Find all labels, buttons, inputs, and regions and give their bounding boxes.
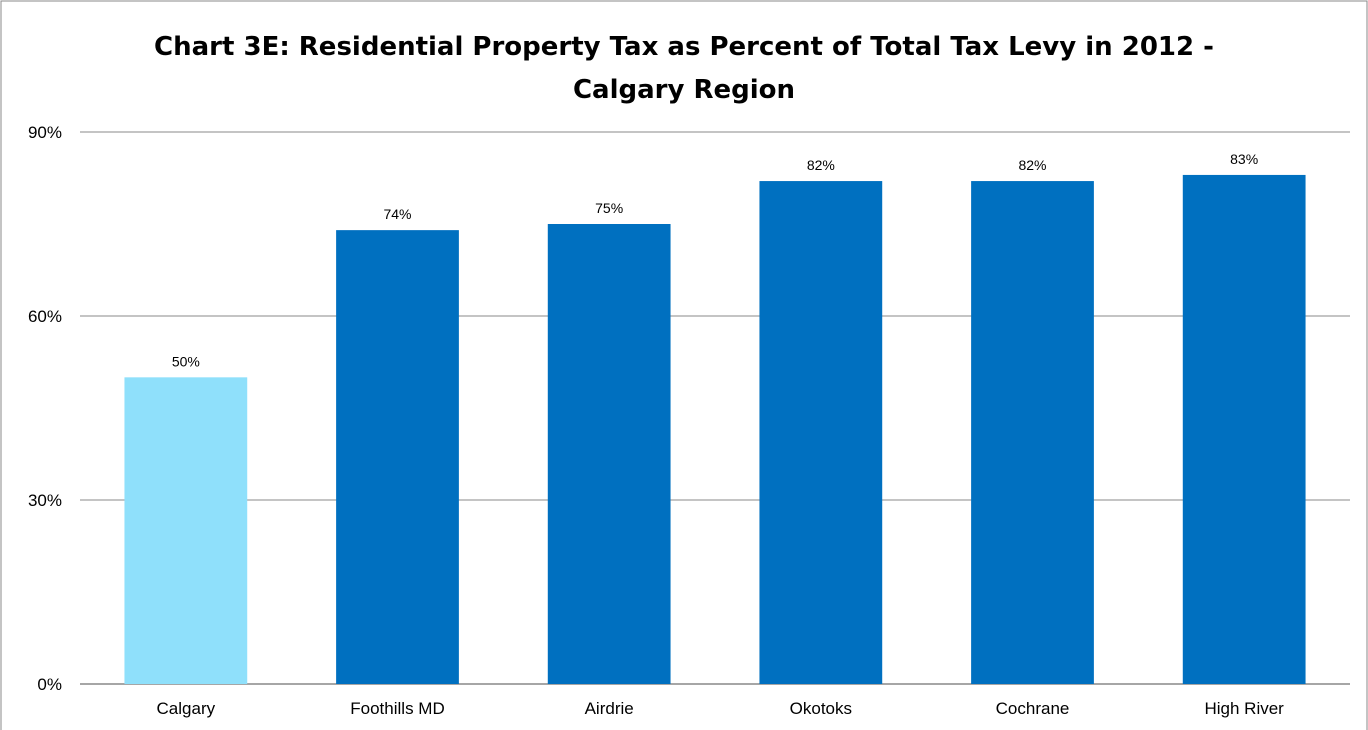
chart-title-line-1: Chart 3E: Residential Property Tax as Pe… bbox=[154, 32, 1214, 62]
y-tick-label-0: 0% bbox=[37, 675, 62, 694]
data-label-2: 75% bbox=[595, 200, 623, 216]
data-label-5: 83% bbox=[1230, 151, 1258, 167]
data-labels: 50% 74% 75% 82% 82% 83% bbox=[172, 151, 1258, 369]
data-label-0: 50% bbox=[172, 353, 200, 369]
y-axis: 0% 30% 60% 90% bbox=[28, 123, 1350, 694]
bar-4 bbox=[971, 181, 1094, 685]
bar-5 bbox=[1182, 174, 1306, 684]
y-tick-label-2: 60% bbox=[28, 307, 62, 326]
data-label-4: 82% bbox=[1018, 157, 1046, 173]
data-label-1: 74% bbox=[383, 206, 411, 222]
x-tick-label-5: High River bbox=[1204, 699, 1284, 718]
gridlines bbox=[80, 131, 1350, 501]
x-axis: Calgary Foothills MD Airdrie Okotoks Cochran… bbox=[157, 699, 1285, 718]
bars bbox=[124, 174, 1306, 685]
x-tick-label-2: Airdrie bbox=[585, 699, 634, 718]
x-tick-label-1: Foothills MD bbox=[350, 699, 444, 718]
x-tick-label-4: Cochrane bbox=[996, 699, 1070, 718]
data-label-3: 82% bbox=[807, 157, 835, 173]
bar-2 bbox=[547, 224, 671, 684]
x-tick-label-3: Okotoks bbox=[790, 699, 852, 718]
y-tick-label-3: 90% bbox=[28, 123, 62, 142]
bar-1 bbox=[336, 230, 459, 684]
bar-0 bbox=[124, 377, 248, 684]
y-tick-label-1: 30% bbox=[28, 491, 62, 510]
bar-3 bbox=[759, 181, 883, 685]
chart-title-line-2: Calgary Region bbox=[573, 75, 795, 105]
x-tick-label-0: Calgary bbox=[157, 699, 216, 718]
